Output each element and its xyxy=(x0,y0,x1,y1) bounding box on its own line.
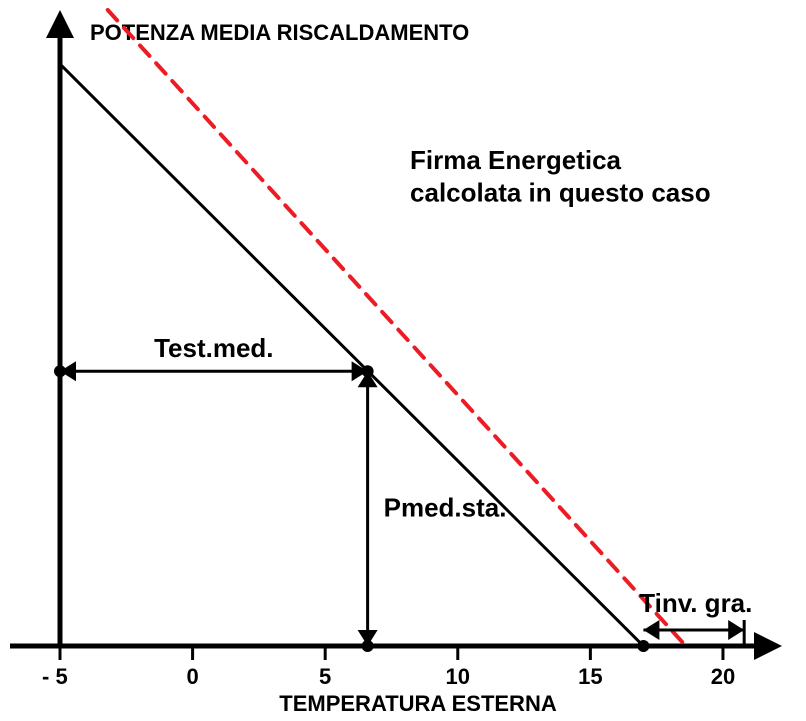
x-tick-label: - 5 xyxy=(42,664,68,689)
x-axis-title: TEMPERATURA ESTERNA xyxy=(279,691,557,716)
firma-line2: calcolata in questo caso xyxy=(410,178,711,208)
marker-yaxis xyxy=(54,365,66,377)
test-med-label: Test.med. xyxy=(154,333,273,363)
marker-mid xyxy=(362,365,374,377)
x-tick-label: 20 xyxy=(711,664,735,689)
x-tick-label: 5 xyxy=(319,664,331,689)
energy-signature-chart: - 5 0 5 10 15 20 POTENZA MEDIA RISCALDAMENTO TE… xyxy=(0,0,806,721)
marker-intercept xyxy=(637,640,649,652)
y-axis-title: POTENZA MEDIA RISCALDAMENTO xyxy=(90,20,469,45)
pmed-sta-label: Pmed.sta. xyxy=(384,493,507,523)
tinv-gra-label: Tinv. gra. xyxy=(639,588,752,618)
firma-line1: Firma Energetica xyxy=(410,145,622,175)
x-tick-label: 15 xyxy=(578,664,602,689)
marker-xaxis xyxy=(362,640,374,652)
x-tick-label: 0 xyxy=(186,664,198,689)
x-tick-label: 10 xyxy=(446,664,470,689)
